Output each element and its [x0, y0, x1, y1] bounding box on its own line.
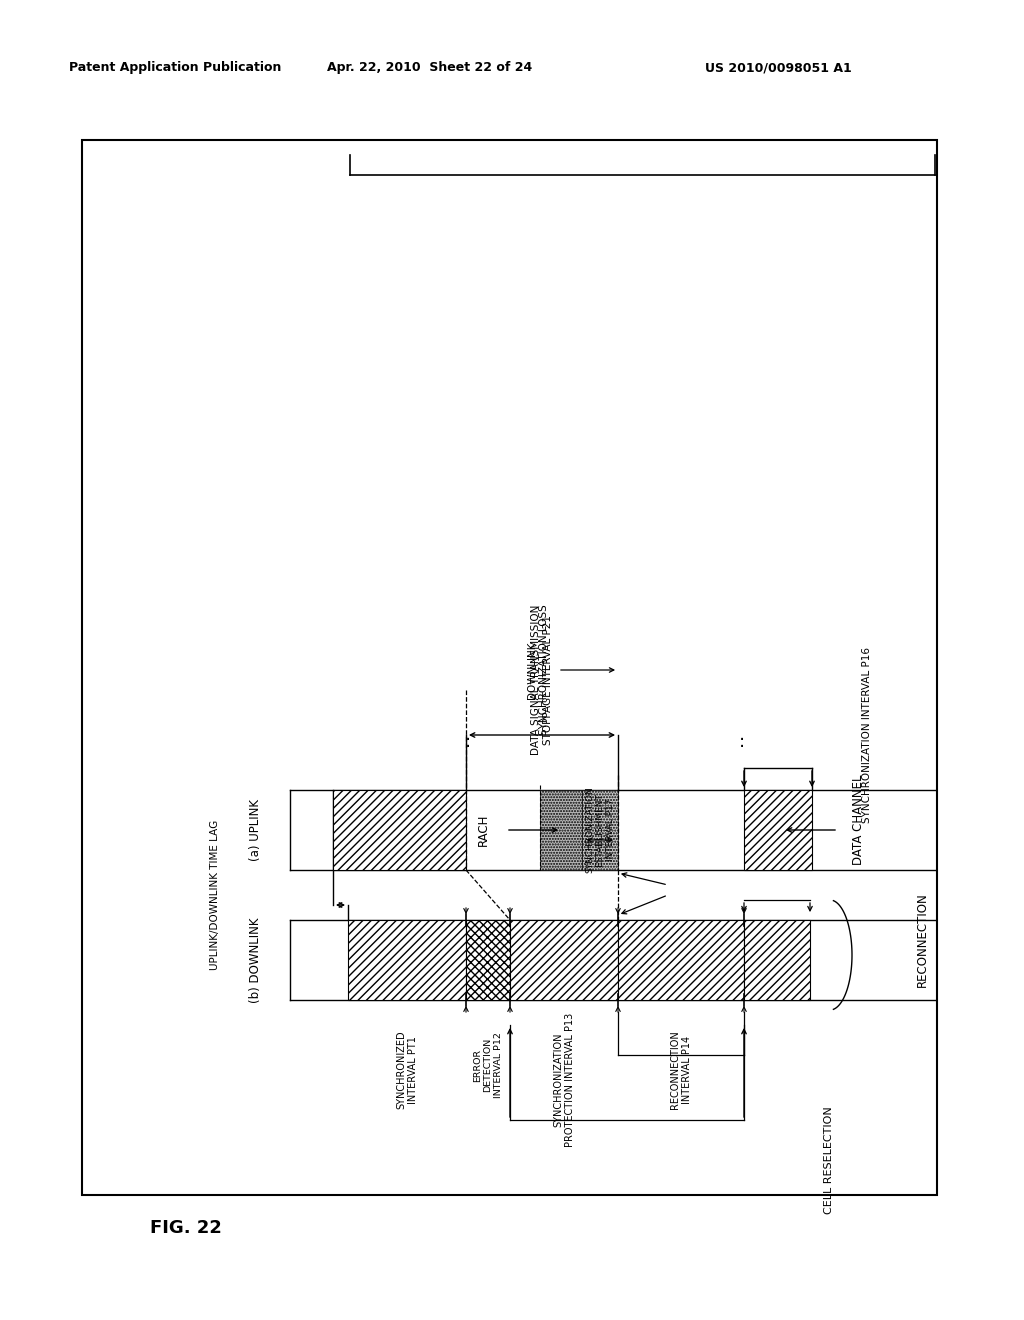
Bar [348, 920, 466, 1001]
Text: SYNCHRONIZATION INTERVAL P16: SYNCHRONIZATION INTERVAL P16 [862, 647, 872, 822]
Text: RECONNECTION: RECONNECTION [915, 892, 929, 987]
Text: RACH: RACH [476, 814, 489, 846]
Text: :: : [465, 733, 471, 751]
Text: UPLINK/DOWNLINK TIME LAG: UPLINK/DOWNLINK TIME LAG [210, 820, 220, 970]
Text: (a) UPLINK: (a) UPLINK [249, 799, 261, 861]
Text: :: : [739, 733, 745, 751]
Text: Apr. 22, 2010  Sheet 22 of 24: Apr. 22, 2010 Sheet 22 of 24 [328, 62, 532, 74]
Text: DOWNLINK
SYNCHRONIZATION LOSS: DOWNLINK SYNCHRONIZATION LOSS [527, 605, 549, 735]
Text: FIG. 22: FIG. 22 [150, 1218, 222, 1237]
Bar [582, 789, 618, 870]
Text: DATA CHANNEL: DATA CHANNEL [852, 775, 864, 865]
Text: CELL RESELECTION: CELL RESELECTION [824, 1106, 834, 1214]
Bar [618, 920, 744, 1001]
Bar [333, 789, 466, 870]
Text: (b) DOWNLINK: (b) DOWNLINK [249, 917, 261, 1003]
Bar [540, 789, 582, 870]
Text: SYNCHRONIZED
INTERVAL PT1: SYNCHRONIZED INTERVAL PT1 [396, 1031, 418, 1109]
Text: Patent Application Publication: Patent Application Publication [69, 62, 282, 74]
Text: SYNCHRONIZATION
PROTECTION INTERVAL P13: SYNCHRONIZATION PROTECTION INTERVAL P13 [553, 1012, 574, 1147]
Text: RECONNECTION
INTERVAL P14: RECONNECTION INTERVAL P14 [670, 1031, 692, 1109]
Text: SYNCHRONIZATION
ESTABLISHMENT
INTERVAL P17: SYNCHRONIZATION ESTABLISHMENT INTERVAL P… [585, 787, 614, 874]
Bar [466, 920, 510, 1001]
Bar [82, 140, 937, 1195]
Text: ERROR
DETECTION
INTERVAL P12: ERROR DETECTION INTERVAL P12 [473, 1032, 503, 1098]
Text: US 2010/0098051 A1: US 2010/0098051 A1 [705, 62, 851, 74]
Bar [744, 789, 812, 870]
Bar [510, 920, 618, 1001]
Bar [744, 920, 810, 1001]
Text: DATA SIGNAL TRANSMISSION
STOPPAGE INTERVAL P21: DATA SIGNAL TRANSMISSION STOPPAGE INTERV… [531, 605, 553, 755]
